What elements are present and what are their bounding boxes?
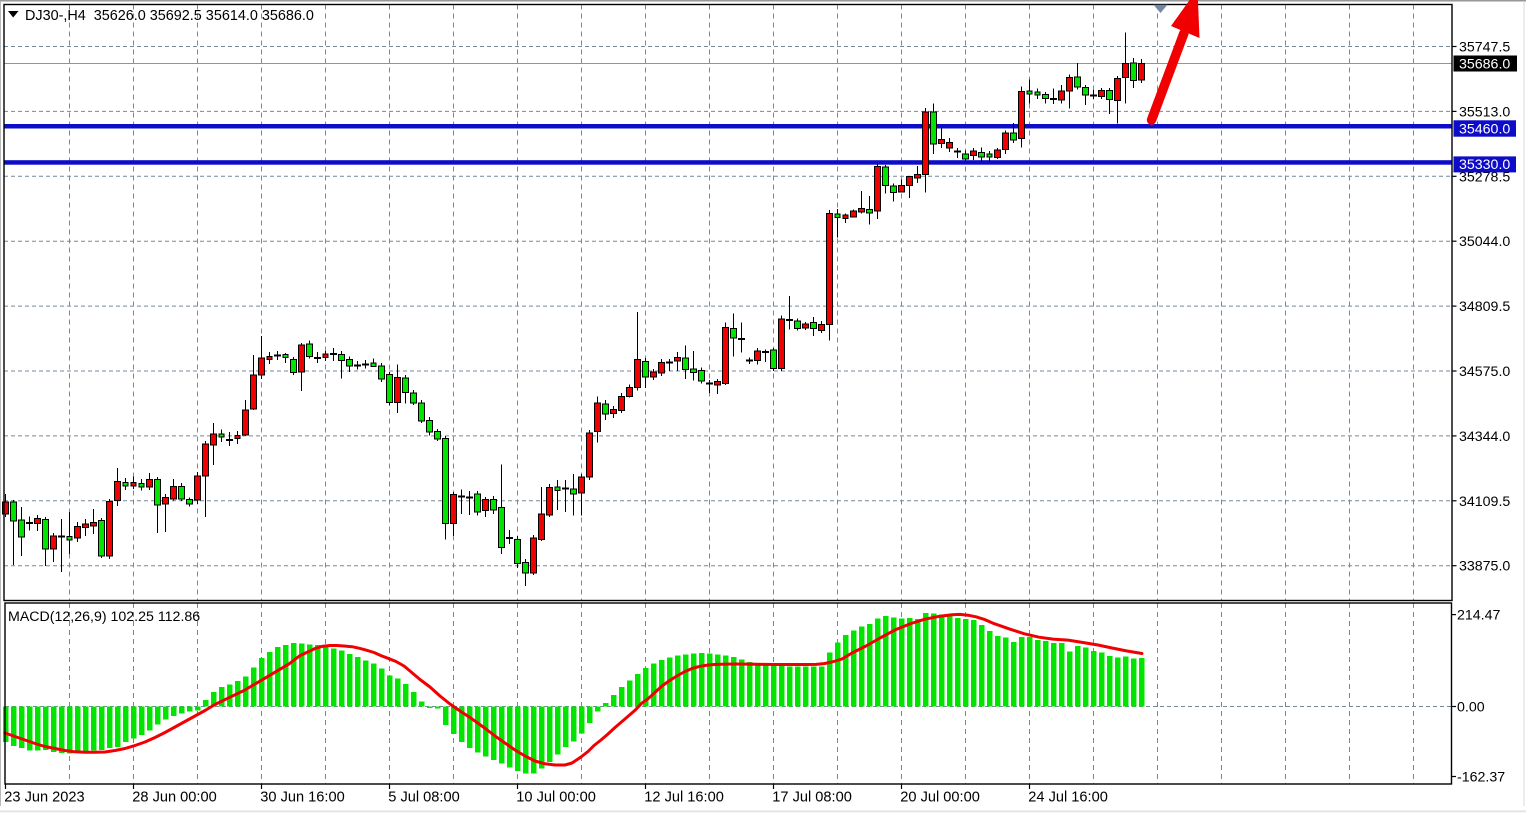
svg-text:5 Jul 08:00: 5 Jul 08:00 bbox=[388, 790, 459, 806]
svg-text:23 Jun 2023: 23 Jun 2023 bbox=[4, 790, 84, 806]
svg-text:0.00: 0.00 bbox=[1457, 700, 1485, 716]
svg-text:20 Jul 00:00: 20 Jul 00:00 bbox=[900, 790, 980, 806]
svg-text:DJ30-,H4 35626.0 35692.5 3561: DJ30-,H4 35626.0 35692.5 35614.0 35686.0 bbox=[25, 8, 314, 24]
svg-text:-162.37: -162.37 bbox=[1457, 770, 1505, 786]
svg-text:MACD(12,26,9) 102.25 112.86: MACD(12,26,9) 102.25 112.86 bbox=[8, 609, 200, 625]
svg-text:35686.0: 35686.0 bbox=[1459, 57, 1510, 73]
svg-text:35044.0: 35044.0 bbox=[1459, 234, 1510, 250]
svg-text:34344.0: 34344.0 bbox=[1459, 429, 1510, 445]
svg-text:34109.5: 34109.5 bbox=[1459, 494, 1510, 510]
svg-text:35330.0: 35330.0 bbox=[1459, 157, 1510, 173]
svg-text:33875.0: 33875.0 bbox=[1459, 559, 1510, 575]
svg-text:35278.5: 35278.5 bbox=[1459, 169, 1510, 185]
svg-text:214.47: 214.47 bbox=[1457, 608, 1501, 624]
svg-text:28 Jun 00:00: 28 Jun 00:00 bbox=[132, 790, 216, 806]
svg-text:35460.0: 35460.0 bbox=[1459, 122, 1510, 138]
svg-text:30 Jun 16:00: 30 Jun 16:00 bbox=[260, 790, 344, 806]
svg-text:24 Jul 16:00: 24 Jul 16:00 bbox=[1028, 790, 1108, 806]
svg-text:17 Jul 08:00: 17 Jul 08:00 bbox=[772, 790, 852, 806]
svg-text:12 Jul 16:00: 12 Jul 16:00 bbox=[644, 790, 724, 806]
svg-text:35747.5: 35747.5 bbox=[1459, 40, 1510, 56]
svg-text:34809.5: 34809.5 bbox=[1459, 299, 1510, 315]
svg-text:35513.0: 35513.0 bbox=[1459, 104, 1510, 120]
svg-text:34575.0: 34575.0 bbox=[1459, 364, 1510, 380]
svg-text:10 Jul 00:00: 10 Jul 00:00 bbox=[516, 790, 596, 806]
